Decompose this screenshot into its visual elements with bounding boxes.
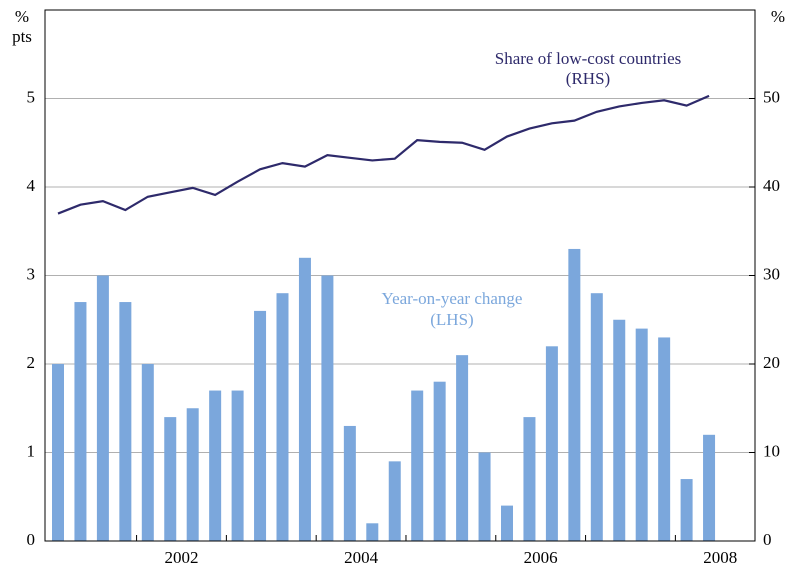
bar	[276, 293, 289, 541]
bar	[74, 302, 87, 541]
bar	[141, 364, 154, 541]
y2-tick-label: 20	[763, 353, 780, 372]
y2-tick-label: 50	[763, 87, 780, 106]
bar	[590, 293, 603, 541]
y2-tick-label: 10	[763, 441, 780, 460]
bar	[186, 408, 199, 541]
line	[57, 94, 710, 215]
y2-unit: %	[771, 7, 785, 26]
bar	[635, 328, 648, 541]
annotation: (RHS)	[566, 69, 610, 88]
bar	[164, 417, 177, 541]
bar	[231, 390, 244, 541]
y-tick-label: 2	[27, 353, 36, 372]
bar	[568, 248, 581, 541]
bar	[254, 310, 267, 541]
annotation: Year-on-year change	[382, 289, 523, 308]
bar	[96, 275, 109, 541]
annotation: Share of low-cost countries	[495, 49, 681, 68]
bar	[456, 355, 469, 541]
bar	[52, 364, 64, 541]
y2-tick-label: 0	[763, 530, 772, 549]
bar	[119, 302, 132, 541]
x-tick-label: 2004	[344, 548, 379, 567]
y2-tick-label: 30	[763, 264, 780, 283]
bar	[366, 523, 379, 541]
bar	[501, 505, 513, 541]
y-tick-label: 5	[27, 87, 36, 106]
bar	[411, 390, 424, 541]
bar	[703, 434, 716, 541]
y-tick-label: 0	[27, 530, 36, 549]
bar	[298, 257, 311, 541]
bar	[545, 346, 558, 541]
bar	[523, 417, 536, 541]
y-unit: pts	[12, 27, 32, 46]
y-tick-label: 1	[27, 441, 36, 460]
bar	[209, 390, 222, 541]
bar	[478, 452, 491, 541]
bar	[321, 275, 334, 541]
bar	[433, 381, 446, 541]
bar	[613, 319, 626, 541]
y-tick-label: 4	[27, 176, 36, 195]
annotation: (LHS)	[430, 310, 473, 329]
bar	[388, 461, 401, 541]
bar	[658, 337, 671, 541]
y-unit: %	[15, 7, 29, 26]
x-tick-label: 2002	[164, 548, 198, 567]
plot-frame	[44, 9, 756, 542]
bar	[680, 479, 693, 541]
y2-tick-label: 40	[763, 176, 780, 195]
y-tick-label: 3	[27, 264, 36, 283]
x-tick-label: 2008	[703, 548, 737, 567]
x-tick-label: 2006	[524, 548, 558, 567]
bar	[343, 425, 356, 541]
